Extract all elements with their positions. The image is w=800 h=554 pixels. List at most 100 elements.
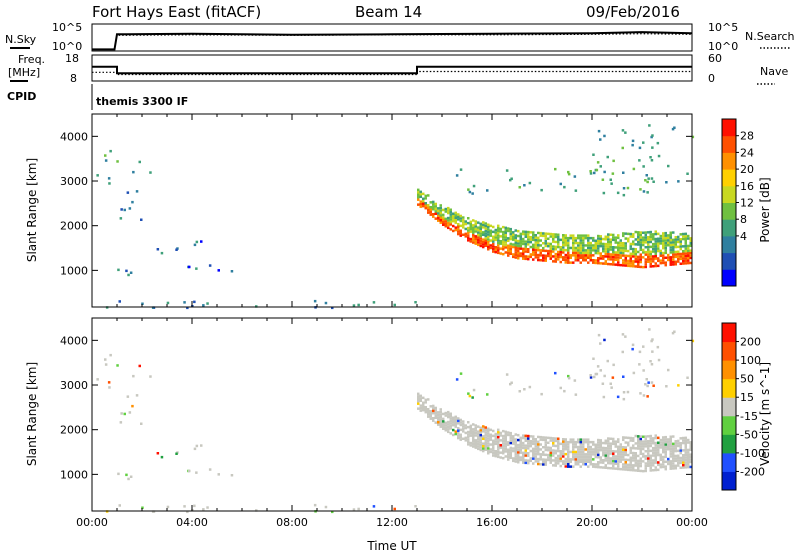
power-cell	[532, 246, 535, 249]
power-cell	[557, 238, 560, 241]
velocity-cell	[459, 418, 462, 422]
power-cell	[572, 254, 575, 257]
velocity-cell	[639, 445, 642, 448]
velocity-cell	[557, 459, 560, 463]
velocity-cell	[664, 435, 667, 439]
velocity-cell	[654, 461, 657, 464]
power-cell	[592, 249, 595, 252]
power-cell	[610, 182, 613, 185]
velocity-cell	[534, 455, 537, 458]
velocity-cell	[564, 445, 567, 448]
power-cell	[527, 243, 530, 246]
power-cell	[537, 231, 540, 235]
power-cell	[188, 265, 191, 269]
power-cell	[518, 186, 521, 189]
power-cell	[564, 244, 567, 247]
power-cell	[669, 261, 672, 264]
velocity-cell	[632, 451, 635, 455]
power-cell	[517, 257, 520, 260]
velocity-cell	[679, 437, 682, 440]
power-cell	[482, 233, 485, 236]
velocity-cell	[452, 428, 455, 432]
velocity-cell	[544, 458, 547, 461]
velocity-cell	[529, 435, 532, 438]
velocity-cell	[512, 440, 515, 443]
power-cell	[539, 259, 542, 262]
velocity-cell	[492, 451, 495, 455]
velocity-cell	[489, 435, 492, 439]
power-cell	[607, 250, 610, 253]
velocity-cell	[657, 446, 660, 449]
velocity-cell	[429, 414, 432, 418]
power-cell	[534, 256, 537, 259]
power-cell	[479, 234, 482, 238]
nave-label: Nave	[760, 65, 788, 78]
power-cell	[437, 214, 440, 217]
velocity-cell	[357, 507, 360, 511]
velocity-ylabel: Slant Range [km]	[25, 362, 39, 466]
velocity-cell	[574, 443, 577, 446]
velocity-cell	[419, 394, 422, 398]
velocity-cell	[427, 398, 430, 401]
power-cell	[504, 251, 507, 254]
velocity-cell	[564, 460, 567, 463]
power-cell	[647, 231, 650, 234]
power-cell	[674, 245, 677, 249]
velocity-cell	[621, 350, 624, 354]
power-cell	[634, 257, 637, 261]
velocity-cell	[587, 450, 590, 454]
power-cell	[554, 233, 557, 236]
velocity-cell	[444, 421, 447, 425]
power-cell	[612, 159, 615, 163]
velocity-cell	[427, 410, 430, 413]
power-cell	[589, 249, 592, 252]
power-cell	[554, 260, 557, 263]
power-cell	[499, 252, 502, 255]
velocity-cell	[612, 440, 615, 443]
power-cell	[677, 260, 680, 263]
velocity-cell	[589, 455, 592, 459]
velocity-cell	[563, 389, 566, 393]
power-cell	[487, 238, 490, 241]
power-cell	[639, 188, 642, 191]
power-cell	[639, 231, 642, 234]
power-cell	[497, 241, 500, 245]
power-cell	[482, 240, 485, 244]
power-cell	[669, 236, 672, 239]
power-cell	[612, 263, 615, 266]
velocity-cell	[689, 448, 692, 451]
power-cell	[647, 245, 650, 249]
velocity-cell	[489, 448, 492, 451]
velocity-cell	[552, 442, 555, 445]
power-cell	[644, 179, 647, 182]
colorbar-swatch	[722, 119, 736, 137]
velocity-cell	[642, 369, 645, 372]
velocity-cell	[444, 426, 447, 430]
power-cell	[684, 262, 687, 265]
power-cell	[607, 240, 610, 244]
power-cell	[507, 254, 510, 257]
power-cell	[597, 259, 600, 262]
power-cell	[554, 252, 557, 256]
velocity-cell	[587, 445, 590, 449]
power-cell	[462, 221, 465, 224]
power-cell	[622, 259, 625, 262]
velocity-cell	[579, 440, 582, 444]
velocity-cell	[604, 464, 607, 467]
colorbar-swatch	[722, 397, 736, 417]
velocity-cell	[607, 449, 610, 453]
velocity-cell	[579, 453, 582, 456]
power-cell	[547, 232, 550, 236]
velocity-cell	[472, 423, 475, 426]
power-cell	[564, 248, 567, 252]
power-cell	[657, 237, 660, 240]
power-cell	[469, 223, 472, 226]
power-cell	[689, 251, 692, 255]
power-cell	[579, 234, 582, 237]
velocity-cell	[572, 458, 575, 461]
velocity-cell	[419, 397, 422, 400]
power-cell	[614, 238, 617, 242]
power-cell	[609, 243, 612, 246]
power-cell	[487, 223, 490, 226]
velocity-cell	[627, 466, 630, 469]
